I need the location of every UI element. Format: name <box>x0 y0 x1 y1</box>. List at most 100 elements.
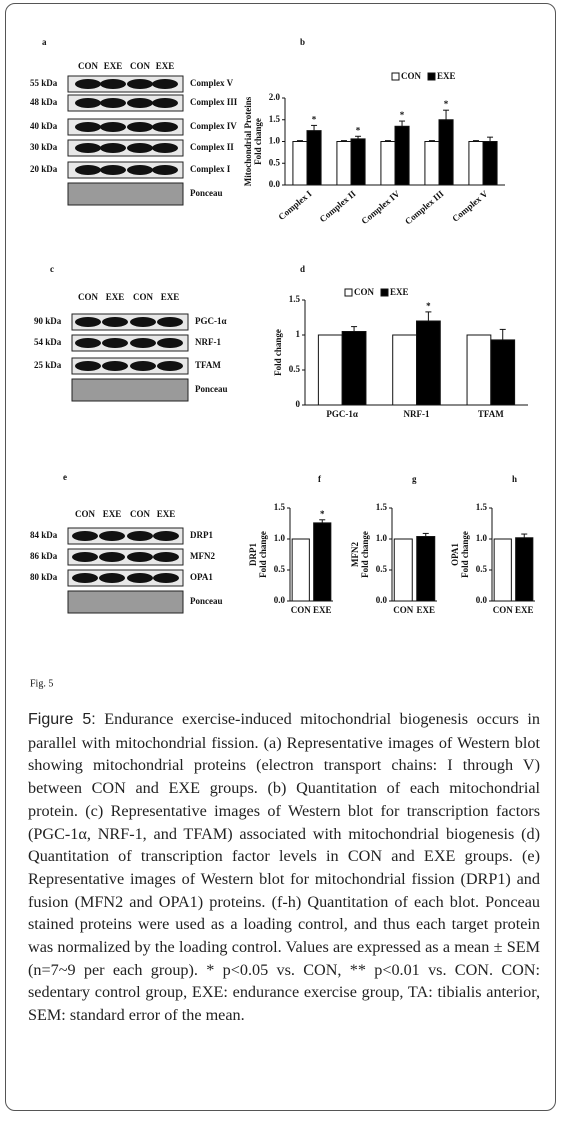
bar <box>490 339 516 406</box>
panel-letter: a <box>42 37 47 47</box>
y-tick-label: 1.5 <box>289 294 301 304</box>
frame <box>5 3 556 1111</box>
protein-label: OPA1 <box>190 572 213 582</box>
blot-band <box>152 143 178 153</box>
significance-mark: * <box>312 114 317 124</box>
error-bar <box>487 136 494 142</box>
panel-letter: c <box>50 264 54 274</box>
y-tick-label: 1 <box>296 329 301 339</box>
blot-band <box>75 361 101 371</box>
lane-label: EXE <box>161 292 180 302</box>
error-bar <box>399 120 406 127</box>
lane-label: CON <box>133 292 154 302</box>
blot-band <box>127 122 153 132</box>
blot-box <box>67 548 184 566</box>
blot-band <box>75 79 101 89</box>
bar <box>416 320 441 406</box>
blot-band <box>152 79 178 89</box>
protein-label: Complex I <box>190 164 231 174</box>
bar <box>394 125 410 186</box>
ponceau-box <box>71 378 189 402</box>
y-tick-label: 1.0 <box>376 533 388 543</box>
blot-band <box>72 552 98 562</box>
y-tick-label: 1.5 <box>269 114 281 124</box>
blot-band <box>152 98 178 108</box>
y-axis-label: DRP1 <box>248 543 258 566</box>
x-tick-label: EXE <box>313 605 332 615</box>
error-bar <box>428 140 435 142</box>
y-axis-label: MFN2 <box>350 542 360 567</box>
legend-label: EXE <box>437 71 456 81</box>
kda-label: 25 kDa <box>34 360 62 370</box>
error-bar <box>351 326 358 332</box>
blot-band <box>99 573 125 583</box>
x-tick-label: NRF-1 <box>404 409 430 419</box>
significance-mark: * <box>400 110 405 120</box>
blot-band <box>99 531 125 541</box>
kda-label: 40 kDa <box>30 121 58 131</box>
blot-band <box>72 531 98 541</box>
blot-band <box>153 531 179 541</box>
protein-label: Complex V <box>190 78 234 88</box>
error-bar <box>521 533 528 538</box>
blot-band <box>130 317 156 327</box>
lane-label: EXE <box>156 61 175 71</box>
error-bar <box>499 328 506 340</box>
blot-band <box>152 165 178 175</box>
panel-letter: e <box>63 472 67 482</box>
y-tick-label: 1.0 <box>274 533 286 543</box>
bar <box>416 536 436 602</box>
significance-mark: * <box>444 99 449 109</box>
blot-band <box>75 165 101 175</box>
error-bar <box>443 109 450 120</box>
bar <box>393 538 413 602</box>
protein-label: Complex IV <box>190 121 237 131</box>
protein-label: DRP1 <box>190 530 213 540</box>
lane-label: EXE <box>157 509 176 519</box>
protein-label: TFAM <box>195 360 221 370</box>
y-tick-label: 1.5 <box>376 502 388 512</box>
panel-letter: f <box>318 474 322 484</box>
error-bar <box>340 140 347 142</box>
lane-label: CON <box>75 509 96 519</box>
kda-label: 86 kDa <box>30 551 58 561</box>
x-tick-label: Complex V <box>450 188 490 224</box>
blot-band <box>130 338 156 348</box>
y-tick-label: 0.5 <box>274 564 286 574</box>
panel-letter: h <box>512 474 517 484</box>
lane-label: EXE <box>106 292 125 302</box>
bar <box>515 537 534 602</box>
y-tick-label: 1.0 <box>476 533 488 543</box>
x-tick-label: Complex III <box>403 188 446 226</box>
y-axis-label: Mitochondrial Proteins <box>243 96 253 186</box>
x-tick-label: Complex IV <box>359 188 402 226</box>
ponceau-box <box>67 182 184 206</box>
bar <box>341 331 367 406</box>
y-tick-label: 0.5 <box>376 564 388 574</box>
x-tick-label: EXE <box>515 605 534 615</box>
loading-label: Ponceau <box>190 188 223 198</box>
error-bar <box>422 532 429 537</box>
blot-band <box>100 98 126 108</box>
blot-band <box>127 165 153 175</box>
ponceau-box <box>67 590 184 614</box>
bar <box>292 141 308 186</box>
kda-label: 20 kDa <box>30 164 58 174</box>
loading-label: Ponceau <box>195 384 228 394</box>
blot-band <box>102 361 128 371</box>
panel-letter: b <box>300 37 305 47</box>
panel-letter: d <box>300 264 305 274</box>
lane-label: CON <box>78 292 99 302</box>
x-tick-label: CON <box>291 605 312 615</box>
error-bar <box>384 140 391 142</box>
bar <box>306 130 322 186</box>
kda-label: 55 kDa <box>30 78 58 88</box>
blot-band <box>127 552 153 562</box>
blot-band <box>153 552 179 562</box>
legend-label: CON <box>354 287 375 297</box>
bar <box>350 138 366 186</box>
legend-label: CON <box>401 71 422 81</box>
protein-label: Complex II <box>190 142 234 152</box>
bar <box>466 334 492 406</box>
